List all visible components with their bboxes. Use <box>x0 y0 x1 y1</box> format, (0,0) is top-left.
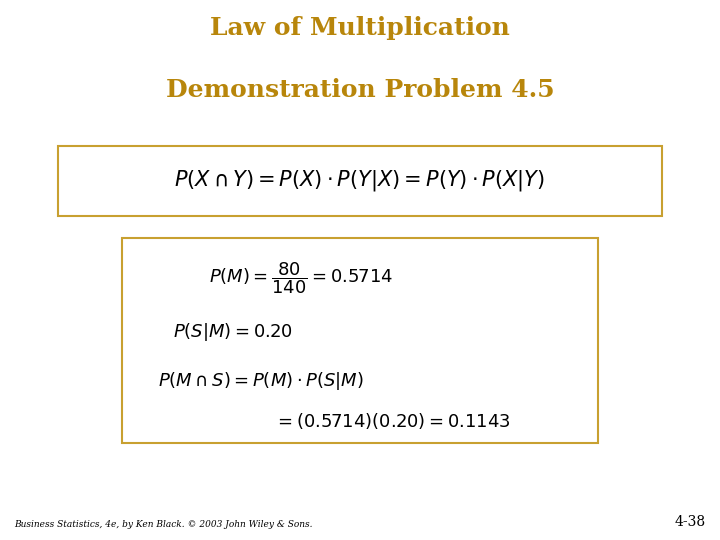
Text: $=(0.5714)(0.20)=0.1143$: $=(0.5714)(0.20)=0.1143$ <box>274 411 510 431</box>
Text: $P(X\cap Y)=P(X)\cdot P(Y|X)=P(Y)\cdot P(X|Y)$: $P(X\cap Y)=P(X)\cdot P(Y|X)=P(Y)\cdot P… <box>174 168 546 193</box>
Text: 4-38: 4-38 <box>675 515 706 529</box>
FancyBboxPatch shape <box>58 146 662 216</box>
Text: $P(S|M)=0.20$: $P(S|M)=0.20$ <box>173 321 292 343</box>
Text: $P(M\cap S)=P(M)\cdot P(S|M)$: $P(M\cap S)=P(M)\cdot P(S|M)$ <box>158 370 364 392</box>
Text: $P(M)=\dfrac{80}{140}=0.5714$: $P(M)=\dfrac{80}{140}=0.5714$ <box>209 260 393 296</box>
Text: Business Statistics, 4e, by Ken Black. © 2003 John Wiley & Sons.: Business Statistics, 4e, by Ken Black. ©… <box>14 520 313 529</box>
FancyBboxPatch shape <box>122 238 598 443</box>
Text: Demonstration Problem 4.5: Demonstration Problem 4.5 <box>166 78 554 102</box>
Text: Law of Multiplication: Law of Multiplication <box>210 16 510 40</box>
